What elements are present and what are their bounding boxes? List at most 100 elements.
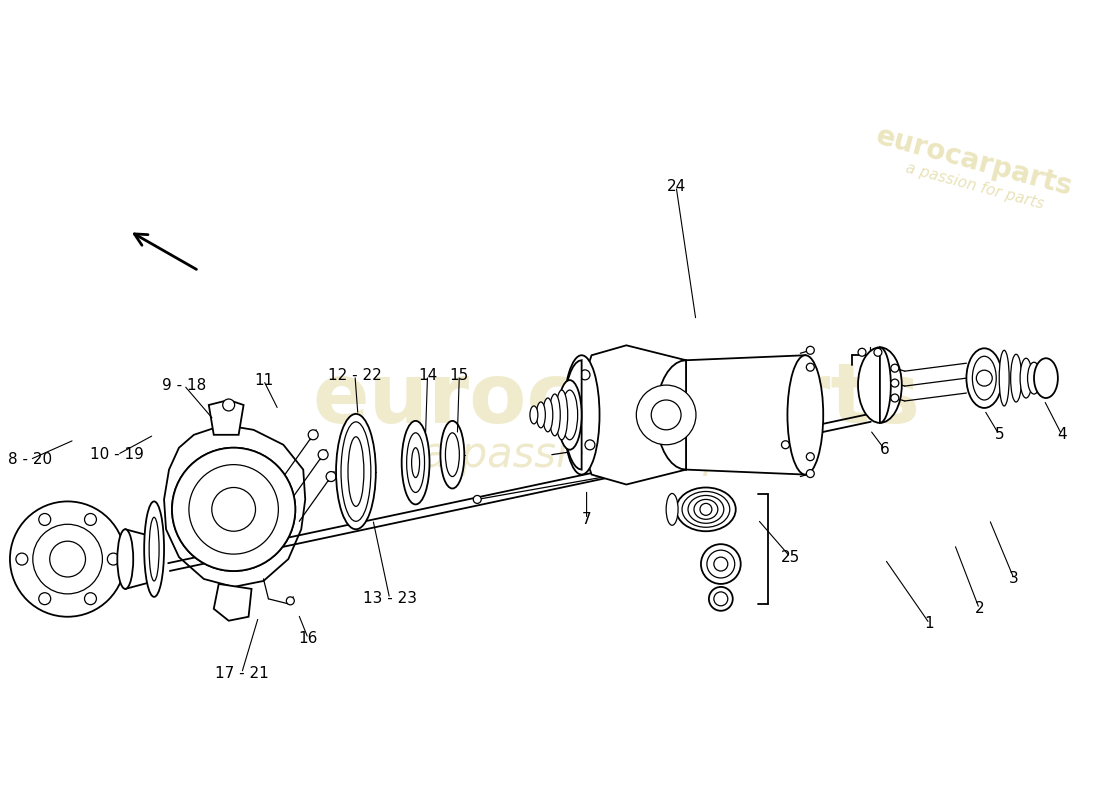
Circle shape bbox=[326, 471, 337, 482]
Text: 10 - 19: 10 - 19 bbox=[90, 447, 144, 462]
Circle shape bbox=[585, 440, 595, 450]
Circle shape bbox=[33, 524, 102, 594]
Ellipse shape bbox=[341, 422, 371, 522]
Ellipse shape bbox=[972, 356, 997, 400]
Circle shape bbox=[714, 557, 728, 571]
Ellipse shape bbox=[1011, 354, 1022, 402]
Text: 16: 16 bbox=[298, 631, 318, 646]
Ellipse shape bbox=[556, 390, 568, 440]
Circle shape bbox=[85, 593, 97, 605]
Circle shape bbox=[318, 450, 328, 460]
Ellipse shape bbox=[1027, 362, 1041, 394]
Ellipse shape bbox=[694, 499, 718, 519]
Circle shape bbox=[708, 587, 733, 610]
Ellipse shape bbox=[558, 380, 582, 450]
Polygon shape bbox=[880, 347, 891, 423]
Circle shape bbox=[39, 514, 51, 526]
Ellipse shape bbox=[667, 494, 678, 526]
Ellipse shape bbox=[150, 538, 161, 581]
Polygon shape bbox=[213, 584, 252, 621]
Polygon shape bbox=[164, 425, 305, 587]
Circle shape bbox=[15, 553, 28, 565]
Polygon shape bbox=[209, 400, 243, 434]
Text: 3: 3 bbox=[1010, 571, 1019, 586]
Circle shape bbox=[806, 470, 814, 478]
Circle shape bbox=[891, 379, 899, 387]
Circle shape bbox=[50, 541, 86, 577]
Text: 13 - 23: 13 - 23 bbox=[363, 591, 417, 606]
Circle shape bbox=[212, 487, 255, 531]
Text: 1: 1 bbox=[925, 616, 934, 631]
Text: 8 - 20: 8 - 20 bbox=[8, 452, 52, 467]
Circle shape bbox=[172, 448, 295, 571]
Circle shape bbox=[977, 370, 992, 386]
Polygon shape bbox=[686, 355, 805, 474]
Text: 6: 6 bbox=[880, 442, 890, 458]
Circle shape bbox=[806, 363, 814, 371]
Circle shape bbox=[568, 384, 578, 394]
Circle shape bbox=[806, 453, 814, 461]
Polygon shape bbox=[657, 360, 686, 470]
Circle shape bbox=[473, 495, 481, 503]
Ellipse shape bbox=[676, 487, 736, 531]
Circle shape bbox=[108, 553, 119, 565]
Circle shape bbox=[873, 348, 882, 356]
Ellipse shape bbox=[682, 491, 729, 527]
Text: eurocarparts: eurocarparts bbox=[312, 359, 921, 441]
Text: eurocarparts: eurocarparts bbox=[873, 122, 1076, 201]
Circle shape bbox=[806, 346, 814, 354]
Polygon shape bbox=[564, 360, 582, 470]
Circle shape bbox=[212, 487, 255, 531]
Ellipse shape bbox=[563, 355, 600, 474]
Ellipse shape bbox=[407, 433, 425, 493]
Text: 15: 15 bbox=[450, 368, 469, 382]
Circle shape bbox=[172, 448, 295, 571]
Circle shape bbox=[707, 550, 735, 578]
Ellipse shape bbox=[1034, 358, 1058, 398]
Ellipse shape bbox=[967, 348, 1002, 408]
Circle shape bbox=[308, 430, 318, 440]
Ellipse shape bbox=[411, 448, 419, 478]
Ellipse shape bbox=[700, 503, 712, 515]
Ellipse shape bbox=[549, 394, 560, 436]
Text: 7: 7 bbox=[582, 512, 592, 527]
Circle shape bbox=[891, 364, 899, 372]
Text: 11: 11 bbox=[254, 373, 273, 388]
Circle shape bbox=[189, 465, 278, 554]
Ellipse shape bbox=[562, 390, 578, 440]
Polygon shape bbox=[582, 346, 686, 485]
Ellipse shape bbox=[530, 406, 538, 424]
Circle shape bbox=[189, 465, 278, 554]
Text: 2: 2 bbox=[975, 602, 984, 616]
Text: 9 - 18: 9 - 18 bbox=[162, 378, 206, 393]
Circle shape bbox=[10, 502, 125, 617]
Circle shape bbox=[636, 385, 696, 445]
Ellipse shape bbox=[337, 414, 376, 530]
Ellipse shape bbox=[688, 495, 724, 523]
Ellipse shape bbox=[858, 347, 902, 423]
Text: a passion for parts: a passion for parts bbox=[903, 161, 1045, 212]
Text: a passion for parts: a passion for parts bbox=[422, 434, 811, 476]
Text: 17 - 21: 17 - 21 bbox=[214, 666, 268, 681]
Circle shape bbox=[651, 400, 681, 430]
Circle shape bbox=[580, 370, 590, 380]
Ellipse shape bbox=[446, 433, 460, 477]
Circle shape bbox=[39, 593, 51, 605]
Ellipse shape bbox=[537, 402, 546, 428]
Text: 4: 4 bbox=[1057, 427, 1067, 442]
Circle shape bbox=[891, 394, 899, 402]
Ellipse shape bbox=[1020, 358, 1032, 398]
Text: 24: 24 bbox=[667, 178, 685, 194]
Text: 14: 14 bbox=[418, 368, 437, 382]
Ellipse shape bbox=[144, 502, 164, 597]
Text: 12 - 22: 12 - 22 bbox=[328, 368, 382, 382]
Text: 5: 5 bbox=[994, 427, 1004, 442]
Circle shape bbox=[85, 514, 97, 526]
Text: 25: 25 bbox=[781, 550, 800, 565]
Ellipse shape bbox=[118, 530, 133, 589]
Circle shape bbox=[701, 544, 740, 584]
Circle shape bbox=[781, 441, 790, 449]
Ellipse shape bbox=[440, 421, 464, 489]
Ellipse shape bbox=[402, 421, 429, 504]
Circle shape bbox=[714, 592, 728, 606]
